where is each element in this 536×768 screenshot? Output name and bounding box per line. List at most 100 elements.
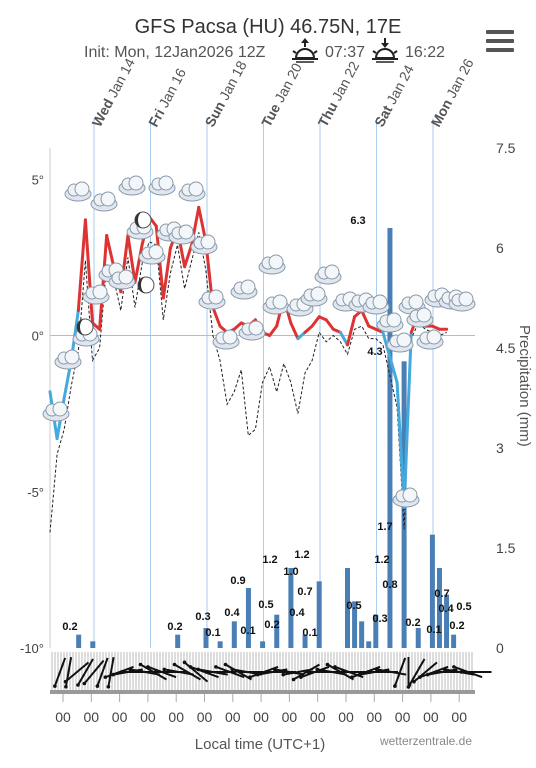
x-date-label: Mon Jan 26 bbox=[428, 56, 477, 130]
precip-bar bbox=[373, 614, 379, 648]
x-axis-label: Local time (UTC+1) bbox=[195, 736, 325, 753]
x-date-label: Tue Jan 20 bbox=[258, 60, 305, 129]
x-tick-label: 00 bbox=[55, 709, 71, 725]
precip-value-label: 0.1 bbox=[240, 625, 255, 637]
precip-value-label: 6.3 bbox=[350, 215, 365, 227]
x-date-label: Fri Jan 16 bbox=[145, 65, 189, 129]
wind-arrow-head bbox=[95, 684, 100, 688]
precip-value-label: 0.3 bbox=[372, 613, 387, 625]
precip-value-label: 0.2 bbox=[405, 617, 420, 629]
wind-arrow-head bbox=[333, 665, 337, 669]
precip-bar bbox=[366, 641, 372, 648]
cloud-icon bbox=[416, 329, 444, 350]
credit-label: wetterzentrale.de bbox=[379, 734, 472, 748]
precip-value-label: 1.2 bbox=[374, 554, 389, 566]
cloud-icon bbox=[98, 262, 126, 283]
wind-arrow bbox=[77, 658, 94, 686]
temperature-segment bbox=[360, 309, 371, 328]
wind-arrow bbox=[83, 659, 105, 685]
cloud-puff bbox=[118, 269, 134, 285]
cloud-icon bbox=[230, 279, 258, 300]
wind-arrow-head bbox=[281, 672, 286, 677]
wind-arrow-head bbox=[418, 675, 422, 679]
precip-value-label: 0.1 bbox=[205, 627, 220, 639]
cloud-puff bbox=[74, 181, 90, 197]
precip-value-label: 0.7 bbox=[297, 586, 312, 598]
cloud-icon bbox=[178, 181, 206, 202]
wind-arrow-head bbox=[350, 675, 354, 679]
precip-value-label: 0.8 bbox=[382, 579, 397, 591]
temperature-segment bbox=[83, 218, 94, 325]
precip-value-label: 0.5 bbox=[258, 599, 273, 611]
x-tick-label: 00 bbox=[197, 709, 213, 725]
cloud-puff bbox=[416, 307, 432, 323]
wind-arrow-head bbox=[407, 683, 412, 687]
precip-bar bbox=[359, 621, 365, 648]
cloud-icon bbox=[262, 294, 290, 315]
y-right-tick-label: 6 bbox=[496, 240, 504, 256]
precip-bar bbox=[387, 228, 393, 648]
wind-arrow-head bbox=[64, 684, 68, 689]
temperature-segment bbox=[126, 234, 137, 284]
temperature-segment bbox=[183, 243, 194, 269]
hamburger-menu-icon[interactable] bbox=[486, 30, 514, 52]
precip-value-label: 0.4 bbox=[438, 603, 454, 615]
y-left-tick-label: 0° bbox=[32, 329, 44, 344]
x-tick-label: 00 bbox=[112, 709, 128, 725]
precip-value-label: 1.0 bbox=[283, 566, 298, 578]
wind-arrow-head bbox=[111, 672, 116, 677]
wind-arrow bbox=[444, 668, 475, 676]
y-right-tick-label: 4.5 bbox=[496, 340, 516, 356]
cloud-icon bbox=[138, 244, 166, 265]
cloud-puff bbox=[396, 332, 412, 348]
precip-value-label: 1.2 bbox=[262, 554, 277, 566]
cloud-icon bbox=[118, 175, 146, 196]
temperature-segment bbox=[232, 321, 243, 331]
wind-arrow-head bbox=[230, 667, 235, 672]
cloud-puff bbox=[272, 294, 288, 310]
x-tick-label: 00 bbox=[140, 709, 156, 725]
precip-value-label: 0.9 bbox=[230, 575, 245, 587]
cloud-puff bbox=[222, 329, 238, 345]
wind-arrow bbox=[107, 657, 115, 687]
precip-bar bbox=[76, 634, 82, 648]
wind-arrow-head bbox=[146, 665, 150, 669]
precip-bar bbox=[451, 634, 457, 648]
wind-arrow-head bbox=[162, 667, 167, 672]
dewpoint-line bbox=[49, 232, 447, 533]
temperature-segment bbox=[296, 330, 307, 341]
temperature-segment bbox=[324, 318, 335, 331]
wind-arrow-head bbox=[306, 670, 311, 674]
temperature-segment bbox=[133, 243, 144, 284]
wind-arrow bbox=[183, 661, 209, 683]
y-left-tick-label: 5° bbox=[32, 172, 44, 187]
precip-bar bbox=[231, 621, 237, 648]
cloud-icon bbox=[190, 234, 218, 255]
x-date-label: Wed Jan 14 bbox=[89, 55, 139, 129]
wind-arrow-head bbox=[103, 675, 108, 679]
wind-arrow-head bbox=[357, 672, 362, 677]
cloud-icon bbox=[64, 181, 92, 202]
cloud-icon bbox=[54, 349, 82, 370]
temperature-segment bbox=[381, 330, 392, 359]
cloud-icon bbox=[238, 320, 266, 341]
cloud-puff bbox=[92, 284, 108, 300]
precip-bar bbox=[217, 641, 223, 648]
cloud-puff bbox=[324, 264, 340, 280]
temperature-segment bbox=[346, 315, 357, 347]
cloud-puff bbox=[128, 175, 144, 191]
precip-value-label: 0.4 bbox=[224, 607, 240, 619]
wind-arrow bbox=[190, 665, 219, 679]
wind-arrow-head bbox=[63, 679, 68, 684]
cloud-puff bbox=[268, 254, 284, 270]
cloud-icon bbox=[90, 191, 118, 212]
temperature-segment bbox=[211, 305, 222, 328]
temperature-segment bbox=[303, 324, 314, 334]
temperature-segment bbox=[395, 380, 406, 509]
wind-arrow bbox=[64, 661, 90, 683]
wind-arrow-head bbox=[291, 677, 296, 682]
precip-bar bbox=[352, 601, 358, 648]
wind-arrow bbox=[408, 658, 426, 686]
wind-arrow bbox=[140, 663, 167, 681]
